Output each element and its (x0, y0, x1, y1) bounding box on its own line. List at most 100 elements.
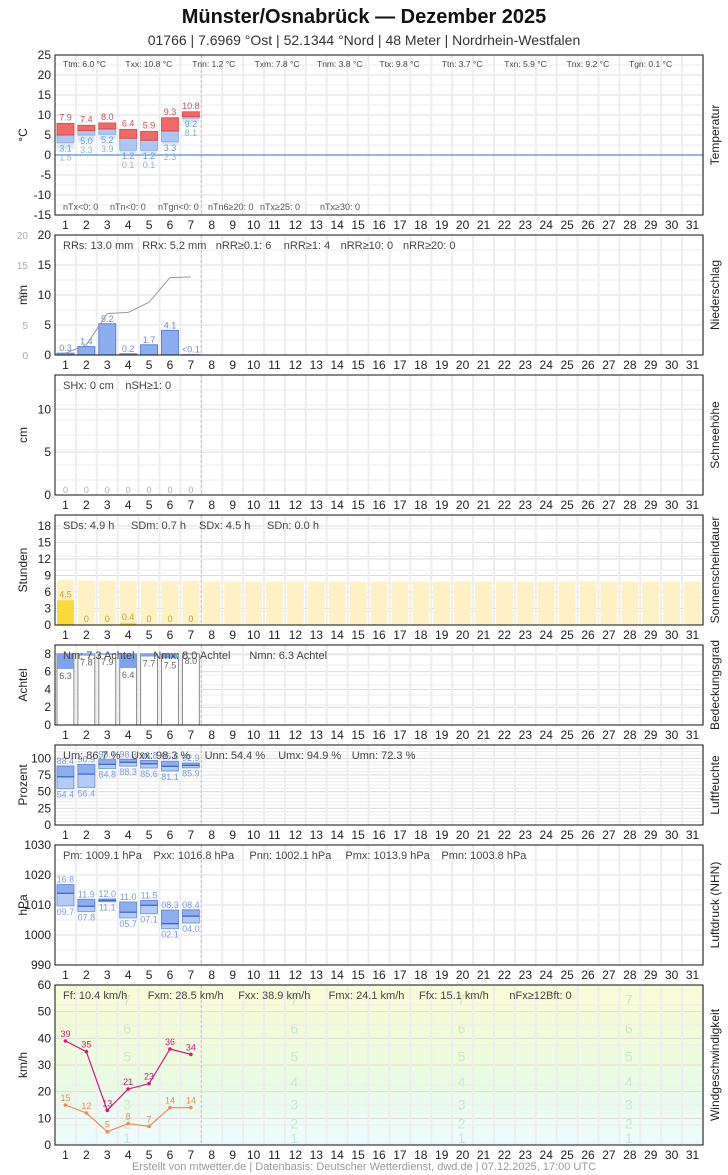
svg-text:7.9: 7.9 (101, 657, 114, 667)
x-tick-label: 25 (560, 628, 574, 642)
beaufort-label: 2 (458, 1115, 466, 1131)
stat-label: nRR≥1: 4 (284, 240, 330, 252)
svg-text:0: 0 (147, 485, 152, 495)
x-tick-label: 10 (247, 728, 261, 742)
y-tick-label: 9 (44, 569, 51, 583)
sun-possible-bar (370, 581, 388, 625)
x-tick-label: 23 (519, 498, 533, 512)
svg-text:1.4: 1.4 (80, 337, 93, 347)
temp-ground-bar (77, 135, 95, 142)
svg-text:02.1: 02.1 (161, 930, 179, 940)
y-tick-label: 6 (44, 665, 51, 679)
svg-text:6.4: 6.4 (122, 118, 135, 128)
temp-high-bar (161, 117, 179, 132)
stat-label: Ff: 10.4 km/h (63, 990, 127, 1002)
x-tick-label: 30 (665, 498, 679, 512)
x-tick-label: 27 (602, 968, 616, 982)
x-tick-label: 11 (268, 728, 281, 742)
x-tick-label: 8 (208, 828, 215, 842)
svg-text:13: 13 (102, 1098, 112, 1108)
humidity-low-bar (77, 773, 96, 788)
beaufort-label: 4 (458, 1074, 466, 1090)
y-tick-label: 0 (44, 148, 51, 162)
svg-text:88.3: 88.3 (119, 767, 137, 777)
stat-label: Fmx: 24.1 km/h (329, 990, 405, 1002)
svg-text:5: 5 (105, 1120, 110, 1130)
x-tick-label: 6 (167, 968, 174, 982)
stat-label: nTx<0: 0 (63, 202, 98, 212)
sun-bar (57, 600, 74, 625)
x-tick-label: 24 (540, 828, 554, 842)
x-tick-label: 8 (208, 728, 215, 742)
x-tick-label: 22 (498, 628, 512, 642)
y-tick-label: 15 (38, 88, 52, 102)
x-tick-label: 14 (331, 358, 345, 372)
x-tick-label: 20 (456, 628, 470, 642)
svg-text:35: 35 (81, 1040, 91, 1050)
svg-text:56.4: 56.4 (78, 788, 96, 798)
x-tick-label: 4 (125, 968, 132, 982)
stat-label: nRR≥20: 0 (403, 240, 456, 252)
x-tick-label: 22 (498, 358, 512, 372)
stat-label: SDx: 4.5 h (199, 520, 250, 532)
x-tick-label: 7 (188, 968, 195, 982)
svg-text:5.0: 5.0 (80, 136, 93, 146)
x-tick-label: 23 (519, 358, 533, 372)
x-tick-label: 4 (125, 728, 132, 742)
svg-text:0.1: 0.1 (143, 160, 156, 170)
stat-label: Txx: 10.8 °C (125, 59, 172, 69)
y-tick-label: 100 (31, 751, 51, 765)
svg-text:1.7: 1.7 (143, 335, 156, 345)
beaufort-band (55, 1069, 703, 1093)
x-tick-label: 28 (623, 828, 637, 842)
beaufort-label: 5 (290, 1049, 298, 1065)
pressure-low-bar (119, 911, 138, 919)
x-tick-label: 15 (351, 828, 365, 842)
x-tick-label: 23 (519, 728, 533, 742)
x-tick-label: 20 (456, 218, 470, 232)
beaufort-label: 7 (458, 991, 466, 1007)
x-tick-label: 29 (644, 218, 658, 232)
y-tick-label: 30 (38, 1058, 52, 1072)
x-tick-label: 12 (289, 498, 303, 512)
svg-text:11.5: 11.5 (141, 891, 158, 901)
beaufort-label: 5 (458, 1049, 466, 1065)
svg-text:3.9: 3.9 (101, 144, 114, 154)
svg-text:8.1: 8.1 (185, 128, 198, 138)
svg-text:39: 39 (60, 1029, 70, 1039)
y-tick-label: 10 (38, 108, 52, 122)
cloud-bar (140, 653, 158, 657)
sun-possible-bar (98, 580, 116, 625)
x-tick-label: 4 (125, 358, 132, 372)
sun-possible-bar (663, 581, 681, 625)
y-tick-label: 12 (38, 552, 52, 566)
x-tick-label: 10 (247, 218, 261, 232)
sun-possible-bar (537, 581, 555, 625)
x-tick-label: 21 (477, 498, 491, 512)
y-tick-label: 2 (44, 700, 51, 714)
y-tick-label: 10 (38, 288, 52, 302)
svg-text:96.8: 96.8 (140, 750, 158, 760)
x-tick-label: 6 (167, 1148, 174, 1162)
y-tick-label: 8 (44, 647, 51, 661)
panel-title: Temperatur (708, 105, 722, 166)
x-tick-label: 21 (477, 218, 491, 232)
stat-label: Umn: 72.3 % (352, 750, 416, 762)
x-tick-label: 14 (331, 218, 345, 232)
x-tick-label: 6 (167, 358, 174, 372)
x-tick-label: 11 (268, 828, 281, 842)
y-tick-label: -15 (34, 208, 52, 222)
temp-low-bar (56, 134, 75, 144)
svg-text:05.7: 05.7 (119, 919, 137, 929)
x-tick-label: 10 (247, 358, 261, 372)
sun-possible-bar (140, 581, 158, 625)
x-tick-label: 28 (623, 1148, 637, 1162)
x-tick-label: 2 (83, 828, 90, 842)
beaufort-label: 4 (625, 1074, 633, 1090)
temp-ground-bar (161, 141, 179, 146)
x-tick-label: 31 (686, 358, 700, 372)
y-tick-label: 0 (44, 718, 51, 732)
humidity-low-bar (140, 763, 159, 769)
svg-text:7.5: 7.5 (164, 660, 177, 670)
stat-label: nTgn<0: 0 (158, 202, 199, 212)
